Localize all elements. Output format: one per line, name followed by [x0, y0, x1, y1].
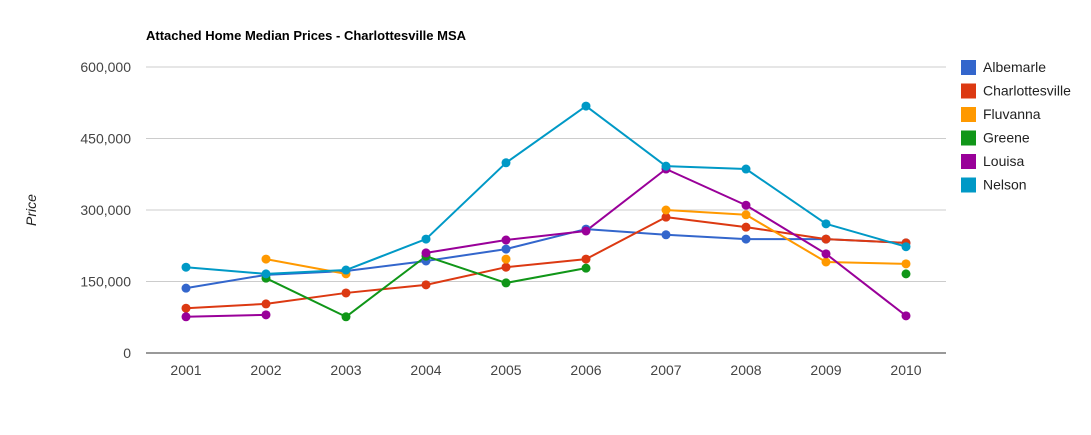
y-axis-label: Price — [23, 194, 39, 226]
data-point-fluvanna[interactable] — [821, 257, 831, 267]
legend-item-greene[interactable]: Greene — [961, 130, 1030, 146]
y-tick-label: 150,000 — [80, 274, 131, 290]
legend-label: Greene — [983, 130, 1030, 146]
data-point-nelson[interactable] — [421, 234, 431, 244]
data-point-louisa[interactable] — [261, 310, 271, 320]
y-tick-label: 0 — [123, 345, 131, 361]
gridlines — [146, 66, 946, 354]
series-points — [181, 101, 911, 322]
data-point-nelson[interactable] — [501, 158, 511, 168]
x-tick-label: 2009 — [810, 362, 841, 378]
data-point-nelson[interactable] — [341, 265, 351, 275]
x-tick-label: 2003 — [330, 362, 361, 378]
data-point-albemarle[interactable] — [741, 234, 751, 244]
data-point-greene[interactable] — [581, 263, 591, 273]
x-tick-label: 2004 — [410, 362, 441, 378]
legend-swatch — [961, 107, 976, 122]
x-tick-label: 2007 — [650, 362, 681, 378]
legend: Albemarle Charlottesville Fluvanna Greene Lo… — [961, 59, 1071, 193]
legend-swatch — [961, 60, 976, 75]
series-line-fluvanna — [665, 209, 907, 265]
data-point-louisa[interactable] — [421, 248, 431, 258]
legend-swatch — [961, 83, 976, 99]
data-point-louisa[interactable] — [501, 235, 511, 245]
data-point-greene[interactable] — [501, 278, 511, 288]
x-axis-ticks: 2001 2002 2003 2004 2005 2006 2007 2008 2009 2010 — [170, 362, 921, 378]
legend-label: Albemarle — [983, 59, 1046, 75]
data-point-charlottesville[interactable] — [661, 212, 671, 222]
data-point-greene[interactable] — [341, 312, 351, 322]
chart-title: Attached Home Median Prices - Charlottes… — [146, 28, 467, 43]
x-tick-label: 2002 — [250, 362, 281, 378]
legend-item-nelson[interactable]: Nelson — [961, 177, 1027, 193]
data-point-charlottesville[interactable] — [821, 234, 831, 244]
series-line-louisa — [425, 168, 907, 317]
data-point-nelson[interactable] — [581, 101, 591, 111]
data-point-louisa[interactable] — [901, 311, 911, 321]
data-point-charlottesville[interactable] — [581, 254, 591, 264]
data-point-louisa[interactable] — [821, 249, 831, 259]
y-axis-ticks: 0 150,000 300,000 450,000 600,000 — [80, 59, 131, 361]
data-point-nelson[interactable] — [901, 242, 911, 252]
legend-item-louisa[interactable]: Louisa — [961, 153, 1024, 169]
legend-swatch — [961, 177, 976, 193]
data-point-nelson[interactable] — [821, 219, 831, 229]
legend-item-albemarle[interactable]: Albemarle — [961, 59, 1046, 75]
legend-item-fluvanna[interactable]: Fluvanna — [961, 106, 1041, 122]
data-point-fluvanna[interactable] — [901, 259, 911, 269]
data-point-charlottesville[interactable] — [261, 299, 271, 309]
legend-item-charlottesville[interactable]: Charlottesville — [961, 83, 1071, 99]
data-point-greene[interactable] — [901, 269, 911, 279]
data-point-albemarle[interactable] — [501, 244, 511, 254]
legend-swatch — [961, 130, 976, 146]
legend-label: Louisa — [983, 153, 1024, 169]
data-point-charlottesville[interactable] — [421, 280, 431, 290]
data-point-albemarle[interactable] — [661, 230, 671, 240]
data-point-nelson[interactable] — [261, 269, 271, 279]
data-point-albemarle[interactable] — [181, 283, 191, 293]
data-point-fluvanna[interactable] — [501, 254, 511, 264]
series-line-louisa — [185, 313, 267, 318]
data-point-fluvanna[interactable] — [261, 254, 271, 264]
data-point-charlottesville[interactable] — [741, 222, 751, 232]
data-point-charlottesville[interactable] — [501, 262, 511, 272]
data-point-louisa[interactable] — [581, 226, 591, 236]
legend-swatch — [961, 154, 976, 169]
data-point-charlottesville[interactable] — [341, 288, 351, 298]
series-lines — [185, 105, 907, 318]
data-point-nelson[interactable] — [741, 164, 751, 174]
series-line-charlottesville — [185, 216, 907, 310]
data-point-louisa[interactable] — [181, 312, 191, 322]
legend-label: Charlottesville — [983, 83, 1071, 99]
x-tick-label: 2010 — [890, 362, 921, 378]
y-tick-label: 600,000 — [80, 59, 131, 75]
x-tick-label: 2001 — [170, 362, 201, 378]
y-tick-label: 300,000 — [80, 202, 131, 218]
data-point-nelson[interactable] — [181, 262, 191, 272]
data-point-fluvanna[interactable] — [741, 210, 751, 220]
data-point-fluvanna[interactable] — [661, 205, 671, 215]
x-tick-label: 2006 — [570, 362, 601, 378]
legend-label: Nelson — [983, 177, 1027, 193]
data-point-louisa[interactable] — [741, 200, 751, 210]
y-tick-label: 450,000 — [80, 131, 131, 147]
data-point-charlottesville[interactable] — [181, 303, 191, 313]
x-tick-label: 2005 — [490, 362, 521, 378]
legend-label: Fluvanna — [983, 106, 1041, 122]
series-line-nelson — [185, 105, 907, 275]
x-tick-label: 2008 — [730, 362, 761, 378]
data-point-nelson[interactable] — [661, 161, 671, 171]
